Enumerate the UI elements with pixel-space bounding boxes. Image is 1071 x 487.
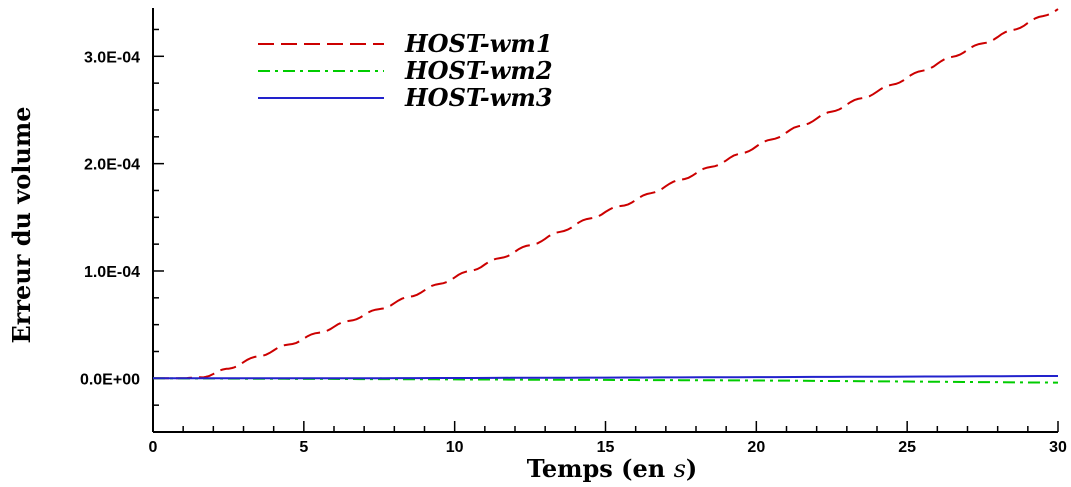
y-axis-title: Erreur du volume — [7, 106, 36, 343]
legend-label-3: HOST-wm3 — [404, 83, 553, 112]
x-tick-label: 25 — [898, 439, 916, 456]
series-line-3 — [153, 376, 1058, 378]
y-tick-label: 2.0E-04 — [84, 157, 140, 174]
x-tick-label: 0 — [149, 439, 158, 456]
legend-label-2: HOST-wm2 — [404, 56, 553, 85]
series-lines — [153, 9, 1058, 383]
series-line-1 — [153, 9, 1058, 378]
y-tick-label: 3.0E-04 — [84, 49, 140, 66]
y-tick-label: 1.0E-04 — [84, 264, 140, 281]
x-tick-label: 30 — [1049, 439, 1067, 456]
x-tick-label: 5 — [299, 439, 308, 456]
x-tick-label: 10 — [446, 439, 464, 456]
x-tick-label: 20 — [747, 439, 765, 456]
legend-label-1: HOST-wm1 — [404, 29, 553, 58]
ticks: 0 5 10 15 20 25 300.0E+001.0E-042.0E-043.0E-04 — [80, 29, 1067, 456]
x-axis-title: Temps (en s) — [527, 454, 698, 483]
y-tick-label: 0.0E+00 — [80, 371, 140, 388]
